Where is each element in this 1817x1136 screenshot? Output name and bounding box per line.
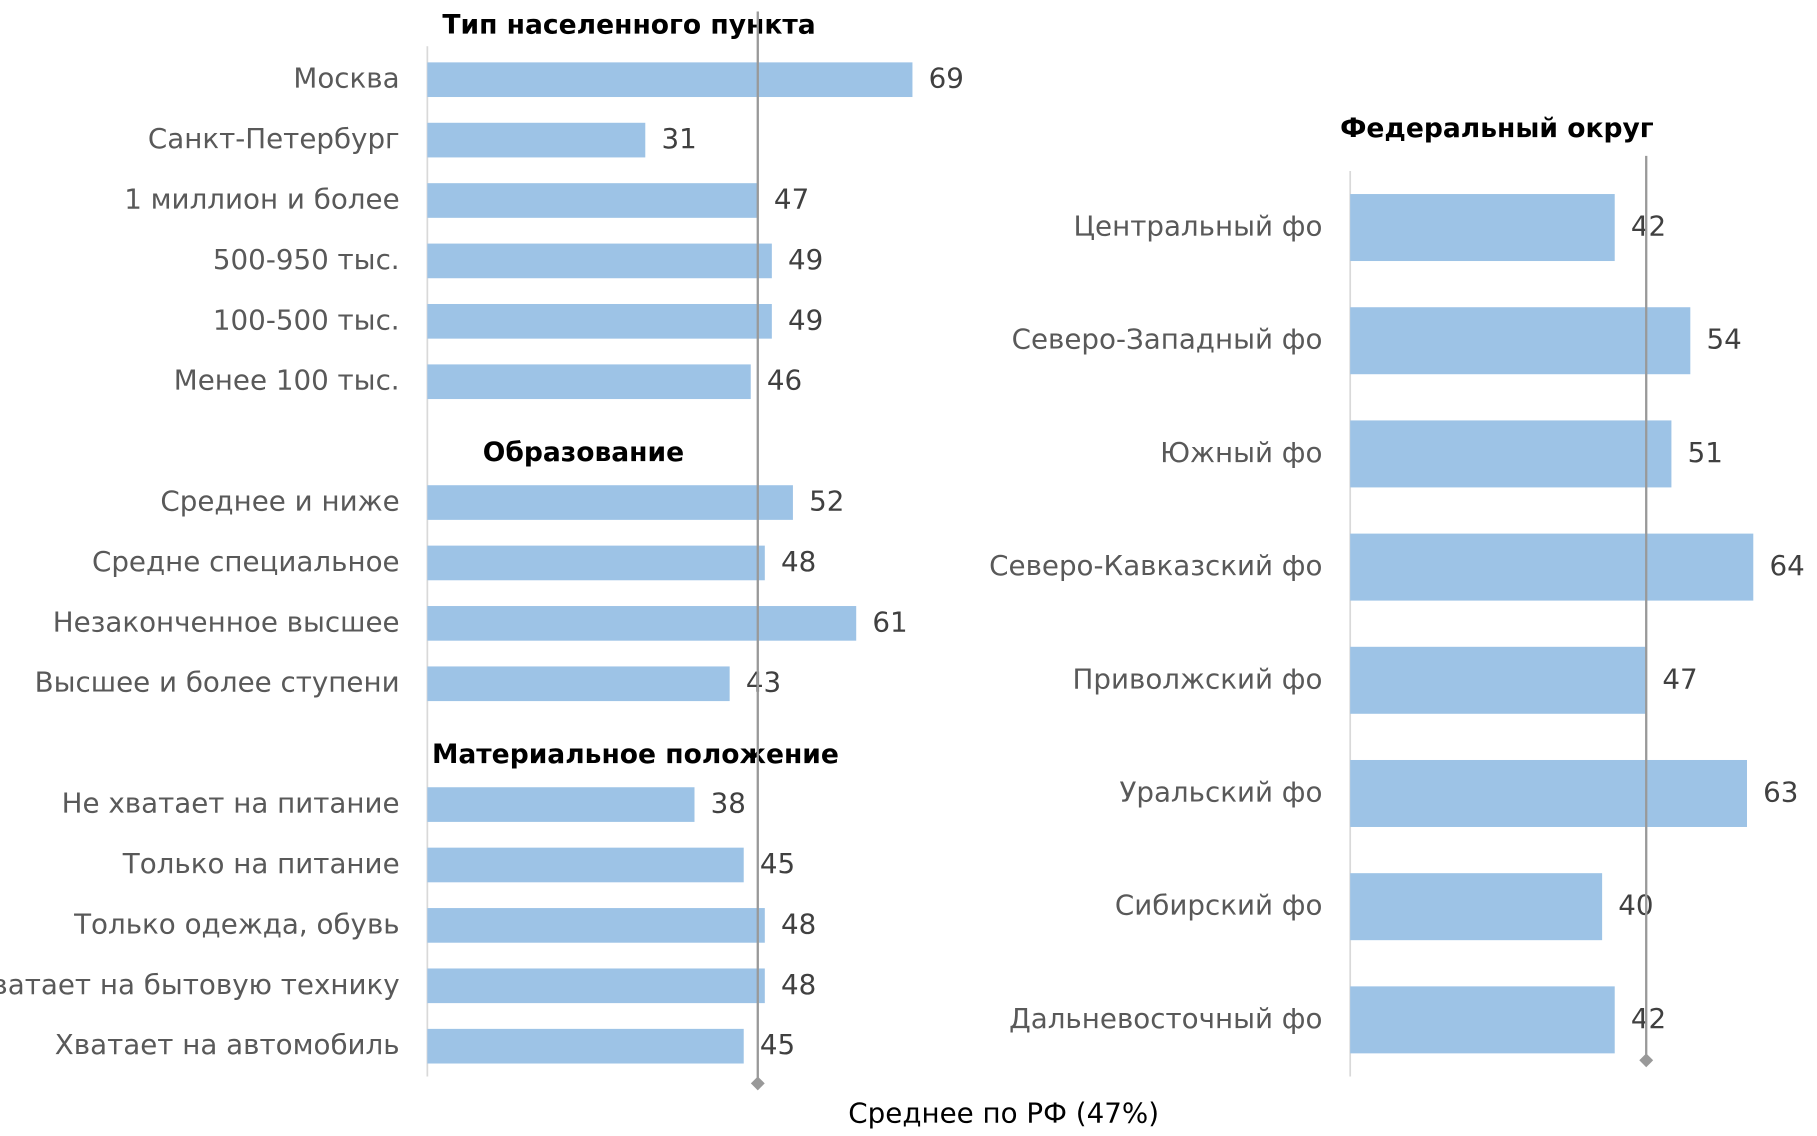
bar [427,243,772,279]
bar [427,183,758,218]
reference-marker [1639,1053,1654,1068]
chart-title: Федеральный округ [1340,113,1654,144]
bar [427,303,772,339]
category-label: 100-500 тыс. [213,303,400,336]
section-title: Тип населенного пункта [442,10,815,41]
bar [427,545,765,581]
category-label: Только одежда, обувь [73,907,400,940]
value-label: 52 [809,485,844,518]
bar [427,122,646,158]
value-label: 42 [1631,1002,1666,1035]
category-label: Уральский фо [1119,775,1322,808]
value-label: 45 [760,1028,795,1061]
value-label: 47 [1662,662,1697,695]
value-label: 51 [1688,436,1723,469]
bar [1350,420,1672,488]
section-title: Образование [483,437,684,468]
bar [427,606,857,641]
value-label: 40 [1618,889,1653,922]
value-label: 61 [872,605,907,638]
value-label: 46 [767,364,802,397]
value-label: 49 [788,243,823,276]
bar [427,908,765,943]
category-label: Южный фо [1160,436,1322,469]
category-label: Высшее и более ступени [35,666,400,699]
bar [427,1028,744,1064]
value-label: 69 [929,62,964,95]
chart-area: Среднее по РФ (47%) Тип населенного пунк… [0,10,1805,1130]
value-label: 54 [1706,323,1741,356]
category-label: Только на питание [122,847,400,880]
category-label: Дальневосточный фо [1009,1002,1322,1035]
value-label: 43 [746,666,781,699]
bar [427,968,765,1004]
value-label: 42 [1631,210,1666,243]
bar [1350,759,1747,827]
bar [427,364,751,400]
value-label: 48 [781,968,816,1001]
bar [427,847,744,883]
value-label: 49 [788,303,823,336]
category-label: Средне специальное [92,545,400,578]
value-label: 48 [781,907,816,940]
category-label: Москва [293,62,399,95]
reference-label: Среднее по РФ (47%) [848,1097,1159,1130]
value-label: 48 [781,545,816,578]
bar [1350,194,1615,262]
category-label: 1 миллион и более [124,183,399,216]
bar [427,62,913,98]
value-label: 31 [661,122,696,155]
reference-marker [750,1076,765,1091]
category-label: Не хватает на питание [62,787,400,820]
bar [1350,646,1647,714]
value-label: 38 [711,787,746,820]
category-label: Северо-Кавказский фо [989,549,1322,582]
bar [1350,873,1603,941]
category-label: Приволжский фо [1073,662,1323,695]
category-label: Менее 100 тыс. [174,364,400,397]
value-label: 45 [760,847,795,880]
bar [1350,986,1615,1054]
bar [427,787,695,822]
category-label: 500-950 тыс. [213,243,400,276]
section-title: Материальное положение [432,739,839,770]
category-label: Северо-Западный фо [1012,323,1323,356]
category-label: Санкт-Петербург [148,122,400,155]
bar [1350,307,1691,375]
category-label: Центральный фо [1074,210,1323,243]
value-label: 63 [1763,775,1798,808]
bar [427,666,730,702]
bar [427,485,793,520]
bar [1350,533,1754,601]
category-label: Незаконченное высшее [53,605,400,638]
category-label: Сибирский фо [1115,889,1323,922]
category-label: Хватает на бытовую технику [0,968,400,1001]
category-label: Среднее и ниже [160,485,399,518]
value-label: 64 [1769,549,1804,582]
value-label: 47 [774,183,809,216]
category-label: Хватает на автомобиль [55,1028,400,1061]
